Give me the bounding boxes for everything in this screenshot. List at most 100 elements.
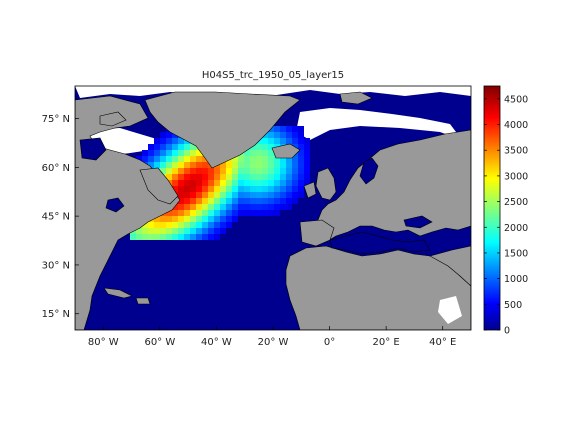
tracer-cell (178, 156, 184, 162)
tracer-cell (256, 162, 262, 168)
tracer-cell (166, 222, 172, 228)
tracer-cell (220, 222, 226, 228)
tracer-cell (274, 138, 280, 144)
tracer-cell (280, 192, 286, 198)
lon-tick-label: 80° W (88, 337, 119, 348)
tracer-cell (262, 210, 268, 216)
tracer-cell (172, 216, 178, 222)
labrador (139, 167, 179, 205)
tracer-cell (166, 156, 172, 162)
tracer-cell (196, 198, 202, 204)
tracer-cell (292, 192, 298, 198)
tracer-cell (256, 198, 262, 204)
no-data-patch (438, 296, 462, 324)
tracer-cell (148, 162, 154, 168)
tracer-cell (214, 186, 220, 192)
tracer-cell (202, 174, 208, 180)
tracer-cell (244, 150, 250, 156)
tracer-cell (190, 180, 196, 186)
tracer-cell (274, 198, 280, 204)
tracer-cell (202, 186, 208, 192)
tracer-cell (298, 174, 304, 180)
tracer-cell (298, 162, 304, 168)
tracer-cell (172, 138, 178, 144)
tracer-cell (166, 162, 172, 168)
cuba (103, 287, 133, 299)
tracer-cell (184, 234, 190, 240)
tracer-cell (298, 180, 304, 186)
tracer-cell (262, 180, 268, 186)
tracer-cell (184, 210, 190, 216)
tracer-cell (244, 162, 250, 168)
tracer-cell (292, 162, 298, 168)
tracer-cell (202, 216, 208, 222)
tracer-cell (136, 234, 142, 240)
tracer-cell (178, 180, 184, 186)
tracer-cell (262, 198, 268, 204)
tracer-cell (154, 138, 160, 144)
tracer-cell (208, 210, 214, 216)
colorbar-tick-label: 0 (504, 326, 510, 337)
tracer-cell (184, 198, 190, 204)
tracer-cell (214, 222, 220, 228)
tracer-cell (142, 234, 148, 240)
tracer-cell (154, 234, 160, 240)
tracer-cell (166, 234, 172, 240)
tracer-cell (286, 180, 292, 186)
tracer-cell (232, 168, 238, 174)
tracer-cell (262, 144, 268, 150)
tracer-cell (286, 192, 292, 198)
tracer-cell (232, 204, 238, 210)
tracer-cell (178, 204, 184, 210)
tracer-cell (250, 186, 256, 192)
tracer-cell (208, 234, 214, 240)
tracer-cell (202, 192, 208, 198)
tracer-cell (172, 186, 178, 192)
tracer-cell (274, 204, 280, 210)
tracer-cell (274, 156, 280, 162)
tracer-cell (214, 192, 220, 198)
tracer-cell (238, 192, 244, 198)
tracer-cell (178, 138, 184, 144)
tracer-cell (154, 144, 160, 150)
lat-tick-label: 75° N (42, 114, 70, 125)
tracer-cell (286, 168, 292, 174)
tracer-cell (196, 216, 202, 222)
tracer-cell (160, 222, 166, 228)
tracer-cell (166, 174, 172, 180)
tracer-cell (184, 150, 190, 156)
tracer-cell (304, 180, 310, 186)
tracer-cell (154, 216, 160, 222)
tracer-cell (190, 198, 196, 204)
tracer-cell (238, 204, 244, 210)
tracer-cell (262, 138, 268, 144)
tracer-cell (268, 138, 274, 144)
tracer-cell (292, 168, 298, 174)
tracer-cell (226, 222, 232, 228)
tracer-cell (172, 144, 178, 150)
tracer-cell (286, 162, 292, 168)
tracer-cell (196, 228, 202, 234)
greenland (144, 91, 301, 169)
tracer-cell (298, 138, 304, 144)
tracer-cell (280, 126, 286, 132)
tracer-cell (256, 144, 262, 150)
tracer-cell (202, 234, 208, 240)
tracer-cell (190, 216, 196, 222)
tracer-cell (280, 174, 286, 180)
tracer-cell (298, 156, 304, 162)
tracer-cell (142, 222, 148, 228)
tracer-cell (244, 180, 250, 186)
tracer-cell (244, 156, 250, 162)
colorbar: 0 500 1000 1500 2000 2500 3000 3500 4000 4500 (483, 85, 528, 337)
tracer-cell (178, 210, 184, 216)
tracer-cell (178, 168, 184, 174)
ireland (303, 181, 317, 199)
tracer-cell (208, 186, 214, 192)
tracer-cell (184, 186, 190, 192)
tracer-cell (256, 174, 262, 180)
tracer-cell (196, 192, 202, 198)
tracer-cell (142, 228, 148, 234)
tracer-cell (238, 162, 244, 168)
